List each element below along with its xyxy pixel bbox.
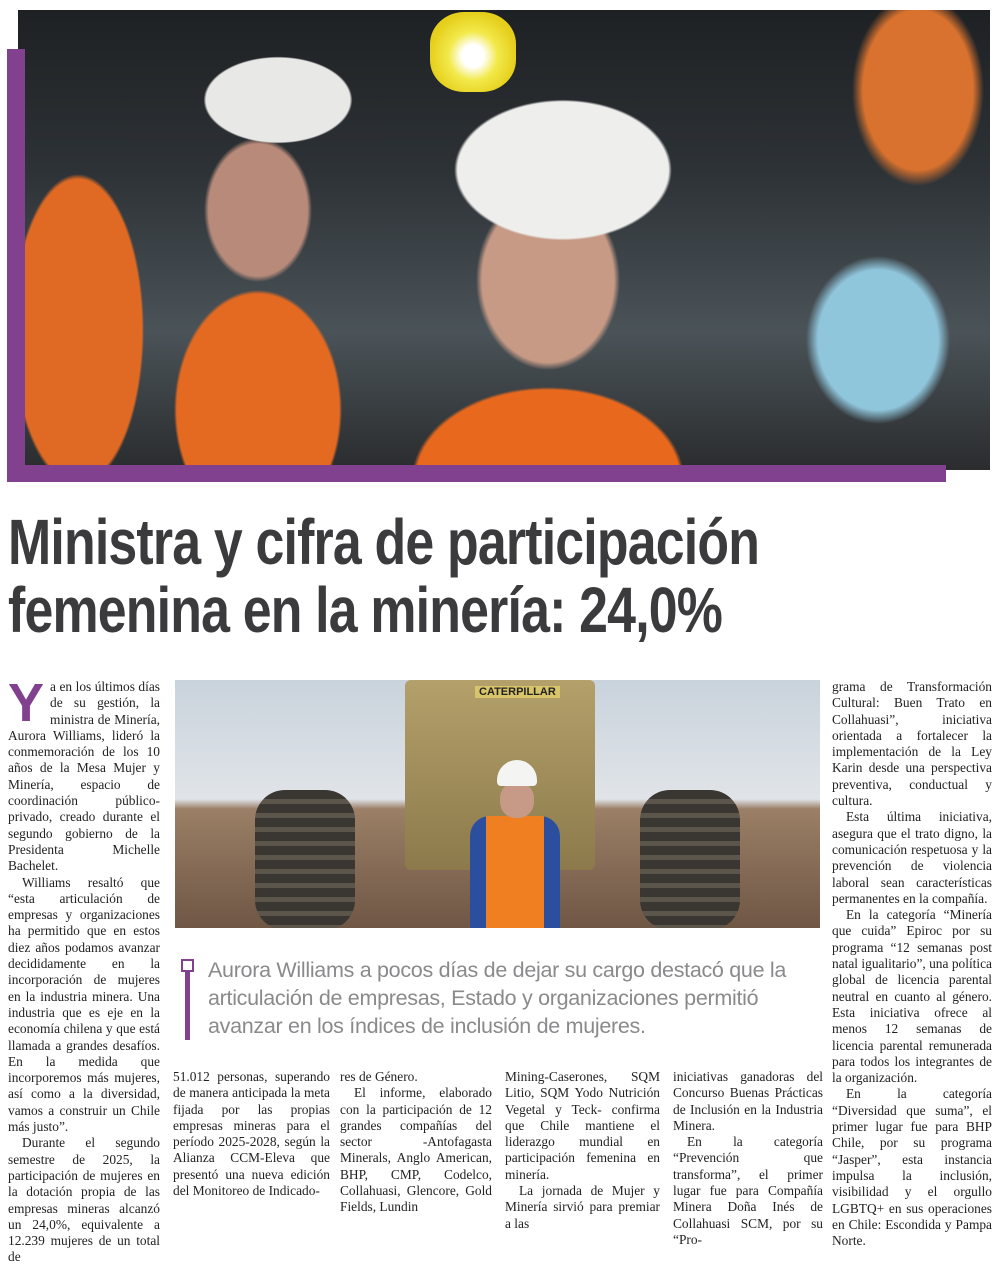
article-column-2: 51.012 personas, superando de manera ant… bbox=[173, 1069, 330, 1199]
paragraph: En la categoría “Minería que cuida” Epir… bbox=[832, 907, 992, 1086]
paragraph: En la categoría “Prevención que transfor… bbox=[673, 1134, 823, 1247]
paragraph: Esta última iniciativa, asegura que el t… bbox=[832, 809, 992, 906]
pull-quote-marker bbox=[181, 959, 194, 972]
paragraph: grama de Transformación Cultural: Buen T… bbox=[832, 679, 992, 809]
paragraph: La jornada de Mujer y Minería sirvió par… bbox=[505, 1183, 660, 1231]
purple-frame-left bbox=[7, 49, 25, 482]
minister-figure bbox=[460, 760, 560, 928]
caterpillar-logo: CATERPILLAR bbox=[475, 686, 560, 698]
article-column-3: res de Género. El informe, elaborado con… bbox=[340, 1069, 492, 1216]
paragraph: Williams resaltó que “esta articulación … bbox=[8, 874, 160, 1135]
paragraph: Durante el segundo semestre de 2025, la … bbox=[8, 1135, 160, 1265]
purple-frame-bottom bbox=[7, 465, 946, 482]
headline-line-2: femenina en la minería: 24,0% bbox=[8, 574, 723, 646]
pull-quote: Aurora Williams a pocos días de dejar su… bbox=[208, 958, 787, 1038]
paragraph: res de Género. bbox=[340, 1069, 418, 1084]
hero-photo-miners bbox=[18, 10, 990, 470]
tire bbox=[640, 790, 740, 928]
paragraph: En la categoría “Diversidad que suma”, e… bbox=[832, 1086, 992, 1249]
paragraph: 51.012 personas, superando de manera ant… bbox=[173, 1069, 330, 1199]
article-column-5: iniciativas ganadoras del Concurso Buena… bbox=[673, 1069, 823, 1248]
helmet-lamp bbox=[430, 12, 516, 92]
article-column-6: grama de Transformación Cultural: Buen T… bbox=[832, 679, 992, 1249]
article-column-4: Mining-Caserones, SQM Litio, SQM Yodo Nu… bbox=[505, 1069, 660, 1232]
headline-line-1: Ministra y cifra de participación bbox=[8, 506, 760, 578]
photo-minister-with-grader: CATERPILLAR bbox=[175, 680, 820, 928]
paragraph: iniciativas ganadoras del Concurso Buena… bbox=[673, 1069, 823, 1133]
paragraph: Mining-Caserones, SQM Litio, SQM Yodo Nu… bbox=[505, 1069, 660, 1182]
pull-quote-bar bbox=[185, 960, 190, 1040]
drop-cap: Y bbox=[8, 673, 45, 733]
tire bbox=[255, 790, 355, 928]
paragraph: El informe, elaborado con la participaci… bbox=[340, 1085, 492, 1215]
headline: Ministra y cifra de participación femenin… bbox=[8, 508, 980, 644]
